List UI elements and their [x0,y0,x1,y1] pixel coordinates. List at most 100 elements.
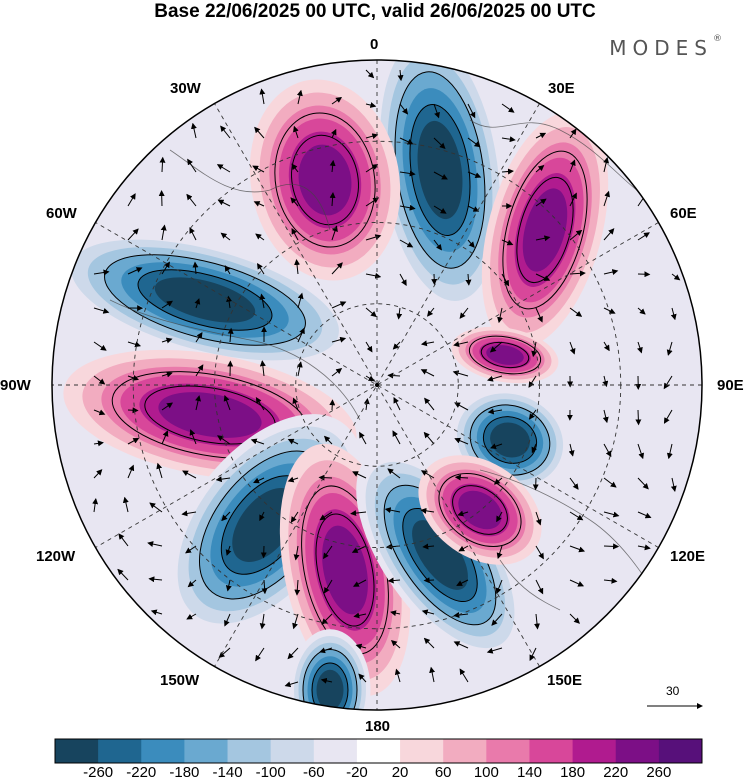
wind-vector [496,511,503,523]
wind-vector [387,372,401,379]
wind-vector [182,470,197,479]
wind-vector [147,541,163,547]
wind-vector [569,192,577,207]
wind-vector [384,507,401,514]
wind-vector [529,647,537,662]
wind-vector [318,474,333,481]
wind-vector [637,443,645,460]
colorbar-tick: 100 [473,764,499,781]
wind-vector [569,477,579,490]
wind-vector [355,643,367,650]
wind-vector [331,96,343,105]
wind-vector [331,336,347,343]
wind-vector [396,307,403,320]
wind-vector [637,511,652,519]
wind-vector [220,125,231,139]
colorbar-tick-labels: -260 -220 -180 -140 -100 -60 -20 20 60 100 140 180 2… [0,764,750,782]
wind-vector [424,397,435,411]
lon-label-150w: 150W [160,672,200,689]
wind-vector [118,533,129,547]
wind-vector [603,157,610,173]
wind-vector [534,613,540,630]
wind-vector [189,429,197,445]
wind-vector [297,292,304,309]
wind-vector [190,122,197,139]
coastline [499,559,561,611]
wind-vector [321,613,333,625]
wind-vector [467,137,481,148]
wind-vector [501,168,514,175]
wind-vector [397,69,404,82]
wind-vector [320,677,333,684]
colorbar-tick: -100 [255,764,286,781]
colorbar-tick: -140 [212,764,243,781]
wind-vector [329,191,336,207]
anomaly-blue-160e [356,450,524,660]
wind-vector [603,307,616,314]
wind-vector [159,156,166,173]
wind-vector [365,341,373,353]
wind-vector [569,128,577,139]
wind-vector [331,225,338,241]
wind-vector [399,170,416,177]
colorbar-tick: 140 [516,764,542,781]
wind-vector [387,577,401,584]
wind-vector [227,327,234,343]
wind-vector [224,613,231,627]
wind-vector [637,341,643,354]
wind-vector [352,471,367,479]
wind-vector [223,394,231,411]
wind-vector [399,239,414,248]
wind-vector [467,239,475,248]
anomaly-mag-45e [481,111,609,349]
wind-vector [160,224,167,241]
wind-vector [250,438,265,445]
lon-label-0: 0 [370,36,379,53]
wind-vector [217,199,231,207]
colorbar-tick: -260 [83,764,114,781]
wind-vector [294,258,301,275]
wind-vector [181,510,197,517]
wind-vector [365,102,377,108]
colorbar-tick: 180 [560,764,586,781]
wind-vector [323,579,333,594]
wind-vector [329,159,336,173]
wind-vector [569,613,580,624]
wind-vector [637,307,646,315]
wind-vector [127,228,139,241]
wind-vector [127,437,140,445]
wind-vector [257,262,265,275]
wind-vector [161,402,173,411]
map-title: Base 22/06/2025 00 UTC, valid 26/06/2025… [154,1,596,22]
wind-vector [252,165,265,173]
wind-vector [602,409,609,424]
wind-vector [569,341,576,355]
wind-vector [319,511,333,521]
wind-vector [535,198,547,207]
wind-vector [501,103,515,113]
lon-label-30w: 30W [170,80,201,97]
wind-vector [331,368,343,377]
wind-vector [259,360,266,377]
wind-vector [433,103,440,119]
wind-vector [224,265,231,275]
wind-vector [127,341,142,348]
wind-vector [127,267,143,275]
wind-vector [420,470,435,479]
wind-vector [569,307,583,317]
wind-vector [465,273,472,286]
lon-label-120e: 120E [670,548,706,565]
wind-vector [148,576,163,583]
lon-label-90w: 90W [0,377,31,394]
map-boundary [51,59,703,711]
wind-vector [602,375,609,388]
anomaly-mag-30w [249,79,401,281]
wind-vector [187,579,197,588]
wind-vector [291,228,299,241]
wind-vector [287,476,299,483]
wind-vector [225,579,232,592]
wind-vector [93,307,110,314]
anomaly-blue-0 [372,60,508,318]
wind-vector [351,545,367,553]
